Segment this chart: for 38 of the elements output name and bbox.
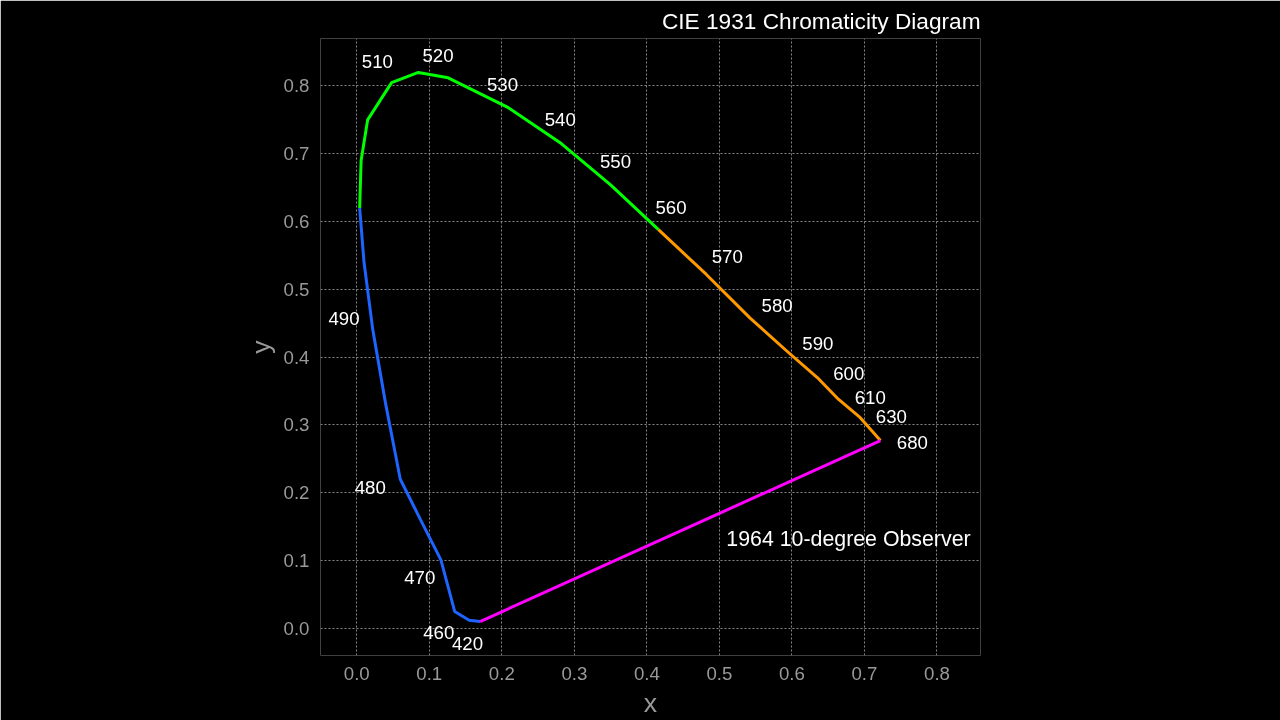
- y-tick-label: 0.1: [283, 550, 310, 572]
- annotation: 550: [599, 150, 632, 172]
- x-tick-label: 0.3: [561, 662, 588, 684]
- y-tick-label: 0.5: [283, 278, 310, 300]
- y-axis-title: y: [245, 339, 276, 354]
- chart-title: CIE 1931 Chromaticity Diagram: [661, 7, 981, 34]
- y-tick-label: 0.8: [283, 75, 310, 97]
- x-tick-label: 0.4: [633, 662, 660, 684]
- annotation: 590: [802, 333, 834, 355]
- annotation: 600: [833, 362, 865, 384]
- annotation: 470: [404, 567, 436, 589]
- annotation: 680: [896, 431, 928, 453]
- x-tick-label: 0.0: [343, 662, 370, 684]
- x-tick-label: 0.5: [706, 662, 733, 684]
- annotation: 530: [486, 73, 519, 95]
- y-tick-label: 0.7: [283, 143, 310, 165]
- annotation: 510: [361, 50, 393, 72]
- annotation: 570: [711, 245, 743, 267]
- annotation: 480: [354, 476, 386, 498]
- y-tick-label: 0.2: [283, 482, 310, 504]
- x-tick-label: 0.2: [488, 662, 515, 684]
- x-tick-label: 0.7: [851, 662, 878, 684]
- x-tick-label: 0.6: [778, 662, 805, 684]
- annotation: 580: [761, 294, 793, 316]
- x-axis-title: x: [643, 687, 658, 718]
- y-tick-label: 0.0: [283, 617, 310, 639]
- annotation: 560: [655, 197, 687, 219]
- annotation: 520: [422, 44, 454, 66]
- annotation: 610: [854, 386, 886, 408]
- x-tick-label: 0.8: [924, 662, 950, 684]
- y-tick-label: 0.3: [283, 414, 310, 436]
- annotation: 490: [328, 308, 360, 330]
- y-tick-label: 0.4: [283, 346, 310, 368]
- annotation: 1964 10-degree Observer: [726, 526, 971, 551]
- y-tick-label: 0.6: [283, 211, 310, 233]
- annotation: 630: [875, 405, 907, 427]
- x-tick-label: 0.1: [416, 662, 443, 684]
- annotation: 540: [544, 109, 576, 131]
